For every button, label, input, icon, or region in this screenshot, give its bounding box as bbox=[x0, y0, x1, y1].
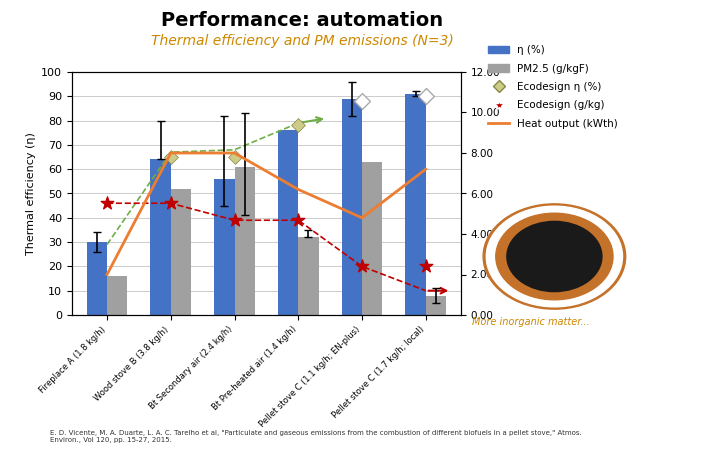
Circle shape bbox=[486, 206, 623, 307]
Bar bbox=[405, 94, 426, 315]
Text: Thermal efficiency and PM emissions (N=3): Thermal efficiency and PM emissions (N=3… bbox=[151, 34, 454, 48]
Text: Performance: automation: Performance: automation bbox=[161, 11, 444, 30]
Circle shape bbox=[507, 221, 602, 292]
Bar bbox=[426, 296, 446, 315]
Point bbox=[356, 263, 368, 270]
Text: More inorganic matter...: More inorganic matter... bbox=[472, 317, 590, 327]
Bar bbox=[278, 130, 298, 315]
Point bbox=[165, 153, 176, 161]
Y-axis label: Thermal efficiency (η): Thermal efficiency (η) bbox=[26, 132, 36, 255]
Point bbox=[420, 263, 431, 270]
Circle shape bbox=[483, 204, 626, 309]
Bar bbox=[214, 179, 235, 315]
Bar bbox=[341, 99, 362, 315]
Legend: η (%), PM2.5 (g/kgF), Ecodesign η (%), Ecodesign (g/kg), Heat output (kWth): η (%), PM2.5 (g/kgF), Ecodesign η (%), E… bbox=[484, 41, 622, 133]
Bar bbox=[86, 242, 107, 315]
Point bbox=[292, 122, 304, 129]
Point bbox=[420, 93, 431, 100]
Bar bbox=[107, 276, 127, 315]
Point bbox=[102, 200, 113, 207]
Bar bbox=[171, 189, 192, 315]
Circle shape bbox=[496, 213, 613, 300]
Point bbox=[229, 153, 240, 161]
Bar bbox=[235, 167, 255, 315]
Text: E. D. Vicente, M. A. Duarte, L. A. C. Tarelho et al, "Particulate and gaseous em: E. D. Vicente, M. A. Duarte, L. A. C. Ta… bbox=[50, 430, 582, 443]
Bar bbox=[298, 237, 319, 315]
Point bbox=[229, 216, 240, 224]
Point bbox=[165, 200, 176, 207]
Bar bbox=[150, 159, 171, 315]
Point bbox=[292, 216, 304, 224]
Point bbox=[356, 98, 368, 105]
Bar bbox=[362, 162, 382, 315]
